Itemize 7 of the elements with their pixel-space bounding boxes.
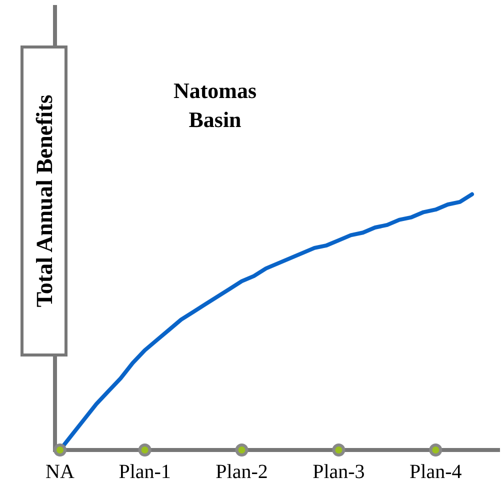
y-axis-title: Total Annual Benefits: [32, 94, 57, 308]
x-tick-label: Plan-1: [118, 461, 171, 483]
x-tick-label: NA: [46, 461, 75, 483]
x-tick-label: Plan-4: [410, 461, 462, 483]
x-tick-label: Plan-2: [216, 461, 268, 483]
x-tick-label: Plan-3: [312, 461, 365, 483]
chart-title: Natomas Basin: [173, 78, 257, 132]
